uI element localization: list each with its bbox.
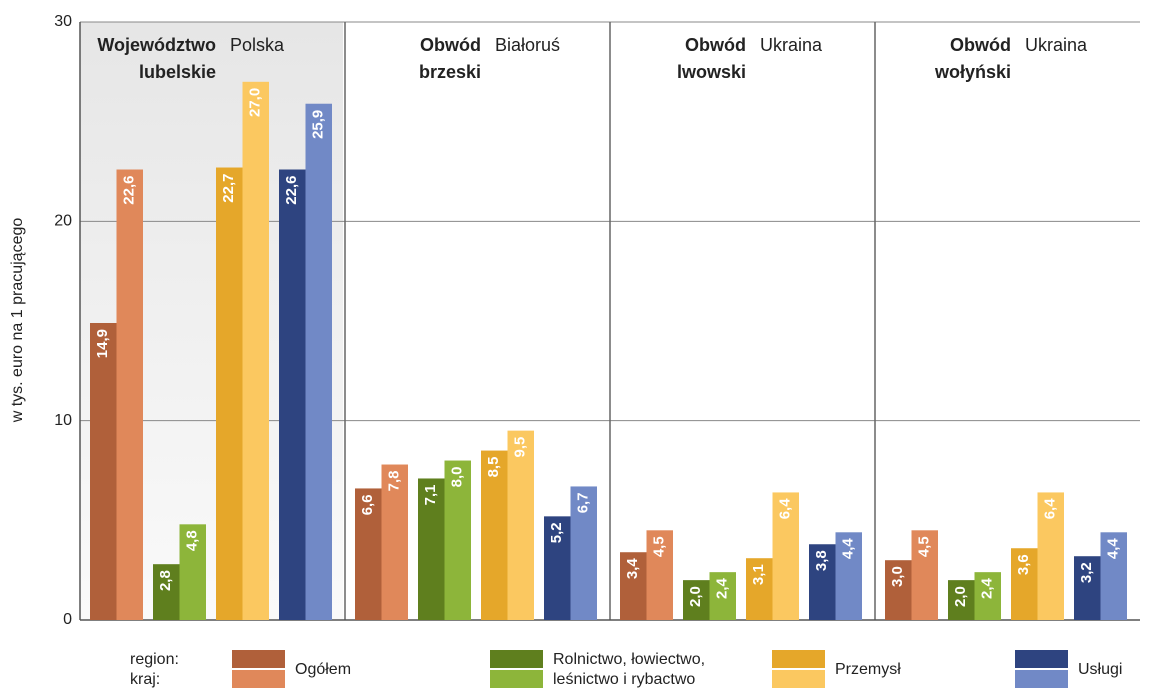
bar [481,450,508,620]
bar [835,532,862,620]
bar [279,169,306,621]
bar [772,492,799,620]
value-label: 2,0 [952,586,969,607]
value-label: 25,9 [310,110,327,139]
bar [90,322,117,620]
bar [911,530,938,620]
bar [544,516,571,620]
region-label: lwowski [677,62,746,82]
bar [646,530,673,620]
bar [216,167,243,620]
bar [974,572,1001,620]
value-label: 4,8 [184,530,201,551]
bar [355,488,382,620]
bar [683,580,710,620]
value-label: 3,2 [1078,562,1095,583]
y-tick-label: 10 [54,412,72,429]
value-label: 7,8 [386,471,403,492]
value-label: 6,4 [1042,498,1059,520]
value-label: 2,0 [687,586,704,607]
y-axis-label: w tys. euro na 1 pracującego [9,218,26,424]
bar [507,430,534,620]
value-label: 4,5 [651,536,668,557]
value-label: 3,1 [750,564,767,585]
bar [948,580,975,620]
legend-row-label: region: [130,651,179,668]
bar [746,558,773,620]
bar [444,460,471,620]
legend-label: Rolnictwo, łowiectwo, [553,651,705,668]
bar [1011,548,1038,620]
bar [620,552,647,620]
legend-swatch [232,670,285,688]
country-label: Białoruś [495,35,560,55]
bar [418,478,445,620]
legend-label: leśnictwo i rybactwo [553,671,695,688]
y-tick-label: 30 [54,13,72,30]
legend-row-label: kraj: [130,671,160,688]
value-label: 3,8 [813,550,830,571]
value-label: 22,6 [283,176,300,205]
y-tick-label: 0 [63,611,72,628]
legend-swatch [772,650,825,668]
bar [179,524,206,620]
legend-swatch [1015,650,1068,668]
value-label: 6,4 [777,498,794,520]
region-label: lubelskie [139,62,216,82]
value-label: 22,6 [121,176,138,205]
bar [570,486,597,620]
bar [381,464,408,620]
value-label: 3,4 [624,558,641,580]
value-label: 27,0 [247,88,264,117]
country-label: Ukraina [760,35,823,55]
value-label: 8,0 [449,467,466,488]
region-label: Województwo [97,35,216,55]
value-label: 7,1 [422,484,439,505]
value-label: 4,4 [840,538,857,560]
value-label: 4,4 [1105,538,1122,560]
value-label: 9,5 [512,437,529,458]
bar [1074,556,1101,620]
bar [153,564,180,620]
legend-swatch [772,670,825,688]
legend-swatch [1015,670,1068,688]
legend-label: Ogółem [295,661,351,678]
value-label: 6,7 [575,492,592,513]
country-label: Polska [230,35,285,55]
legend-swatch [490,670,543,688]
bar [116,169,143,621]
value-label: 2,4 [979,578,996,600]
value-label: 4,5 [916,536,933,557]
legend-label: Usługi [1078,661,1122,678]
legend-label: Przemysł [835,661,901,678]
bar [809,544,836,620]
value-label: 8,5 [485,457,502,478]
region-label: Obwód [950,35,1011,55]
region-label: Obwód [685,35,746,55]
value-label: 5,2 [548,522,565,543]
region-label: Obwód [420,35,481,55]
value-label: 2,4 [714,578,731,600]
value-label: 3,6 [1015,554,1032,575]
value-label: 6,6 [359,494,376,515]
bar [885,560,912,620]
y-tick-label: 20 [54,213,72,230]
bar [1037,492,1064,620]
region-label: wołyński [934,62,1011,82]
bar [242,81,269,621]
country-label: Ukraina [1025,35,1088,55]
region-label: brzeski [419,62,481,82]
legend-swatch [232,650,285,668]
value-label: 14,9 [94,329,111,358]
value-label: 3,0 [889,566,906,587]
value-label: 2,8 [157,570,174,591]
legend-swatch [490,650,543,668]
value-label: 22,7 [220,174,237,203]
bar [305,103,332,620]
bar [709,572,736,620]
bar [1100,532,1127,620]
